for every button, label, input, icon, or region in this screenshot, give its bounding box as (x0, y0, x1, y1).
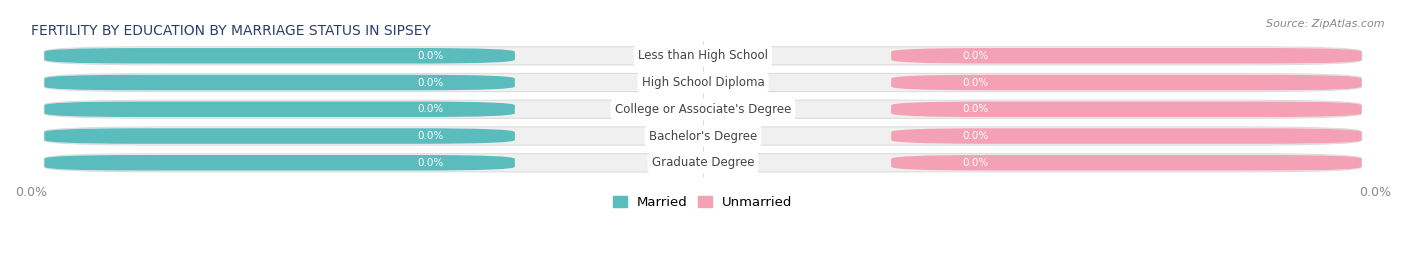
Text: Less than High School: Less than High School (638, 49, 768, 62)
Text: 0.0%: 0.0% (963, 104, 988, 114)
Text: 0.0%: 0.0% (418, 77, 443, 88)
FancyBboxPatch shape (891, 102, 1361, 117)
FancyBboxPatch shape (891, 48, 1361, 64)
FancyBboxPatch shape (45, 75, 515, 90)
FancyBboxPatch shape (891, 155, 1361, 170)
FancyBboxPatch shape (45, 127, 1361, 145)
FancyBboxPatch shape (891, 128, 1361, 144)
Text: 0.0%: 0.0% (418, 158, 443, 168)
FancyBboxPatch shape (45, 128, 515, 144)
Text: Source: ZipAtlas.com: Source: ZipAtlas.com (1267, 19, 1385, 29)
FancyBboxPatch shape (45, 73, 1361, 92)
Text: Graduate Degree: Graduate Degree (652, 156, 754, 169)
FancyBboxPatch shape (45, 154, 1361, 172)
FancyBboxPatch shape (891, 75, 1361, 90)
Text: High School Diploma: High School Diploma (641, 76, 765, 89)
FancyBboxPatch shape (45, 48, 515, 64)
Text: 0.0%: 0.0% (418, 51, 443, 61)
Text: 0.0%: 0.0% (418, 131, 443, 141)
FancyBboxPatch shape (45, 100, 1361, 118)
FancyBboxPatch shape (45, 47, 1361, 65)
Text: 0.0%: 0.0% (963, 158, 988, 168)
Text: College or Associate's Degree: College or Associate's Degree (614, 103, 792, 116)
Legend: Married, Unmarried: Married, Unmarried (609, 191, 797, 214)
Text: 0.0%: 0.0% (963, 77, 988, 88)
Text: 0.0%: 0.0% (963, 131, 988, 141)
Text: FERTILITY BY EDUCATION BY MARRIAGE STATUS IN SIPSEY: FERTILITY BY EDUCATION BY MARRIAGE STATU… (31, 24, 430, 38)
Text: 0.0%: 0.0% (418, 104, 443, 114)
Text: 0.0%: 0.0% (963, 51, 988, 61)
Text: Bachelor's Degree: Bachelor's Degree (650, 129, 756, 143)
FancyBboxPatch shape (45, 102, 515, 117)
FancyBboxPatch shape (45, 155, 515, 170)
